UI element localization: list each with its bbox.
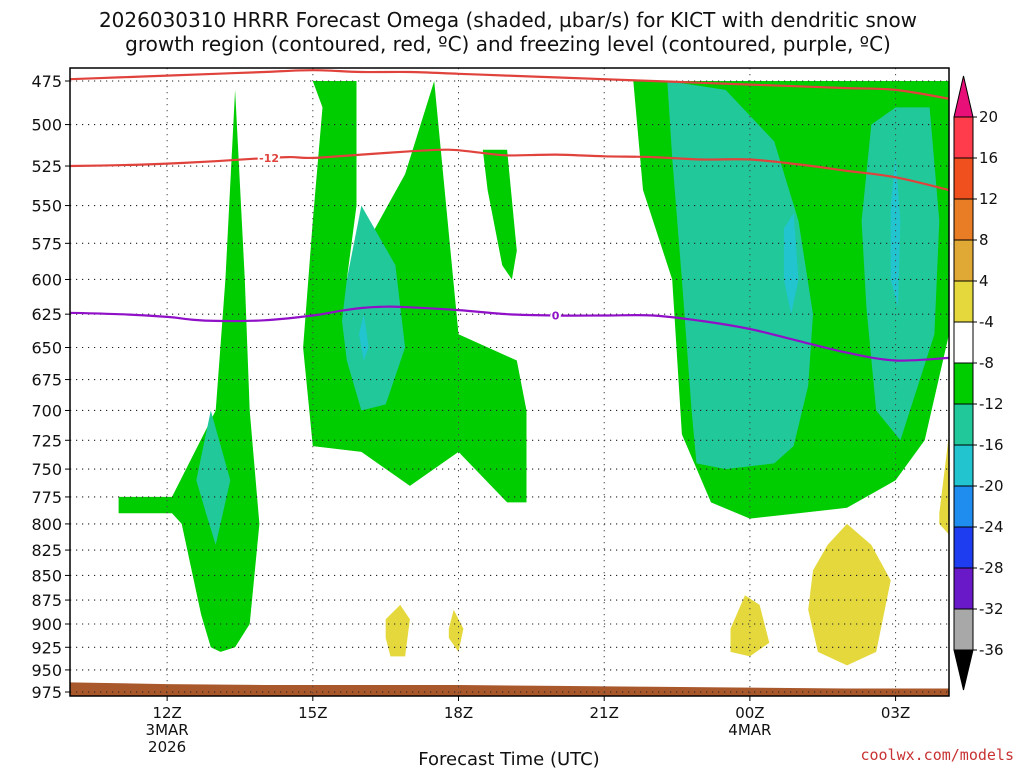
x-tick-label: 15Z	[298, 704, 327, 722]
omega-region	[385, 604, 410, 657]
plot-frame	[69, 67, 950, 697]
colorbar-tick-label: -12	[979, 395, 1004, 413]
colorbar-bin	[953, 485, 974, 528]
colorbar-bin	[953, 403, 974, 446]
contour-freezing-level	[70, 305, 949, 362]
colorbar-bin	[953, 444, 974, 487]
colorbar-tick-label: -36	[979, 641, 1004, 659]
chart-title-line-2: growth region (contoured, red, ºC) and f…	[125, 32, 891, 56]
x-tick-label: 2026	[148, 738, 186, 756]
colorbar-bin	[953, 362, 974, 405]
y-tick-label: 800	[31, 515, 62, 534]
colorbar-bin	[953, 239, 974, 282]
x-axis-label: Forecast Time (UTC)	[418, 749, 599, 768]
y-tick-label: 925	[31, 638, 62, 657]
y-tick-label: 625	[31, 305, 62, 324]
omega-region	[890, 157, 901, 308]
colorbar-bin	[953, 321, 974, 364]
colorbar-bin	[953, 608, 974, 651]
colorbar-tick-label: 20	[979, 108, 998, 126]
y-tick-label: 750	[31, 460, 62, 479]
contour-label-freezing-level: 0	[552, 310, 560, 323]
colorbar-bottom-cap	[953, 649, 974, 691]
omega-region	[730, 595, 770, 657]
y-tick-label: 900	[31, 615, 62, 634]
y-tick-label: 525	[31, 157, 62, 176]
contour-dendritic-top	[70, 69, 949, 100]
colorbar-tick-label: -28	[979, 559, 1004, 577]
omega-region	[939, 434, 949, 535]
x-tick-label: 03Z	[881, 704, 910, 722]
colorbar-tick-label: 16	[979, 149, 998, 167]
chart-title-line-1: 2026030310 HRRR Forecast Omega (shaded, …	[99, 8, 917, 32]
x-tick-label: 4MAR	[728, 721, 771, 739]
x-tick-label: 3MAR	[146, 721, 189, 739]
y-tick-label: 700	[31, 401, 62, 420]
omega-region	[667, 81, 813, 470]
colorbar-tick-label: -20	[979, 477, 1004, 495]
y-tick-label: 675	[31, 371, 62, 390]
colorbar-tick-label: -8	[979, 354, 994, 372]
y-tick-label: 975	[31, 683, 62, 702]
y-tick-label: 575	[31, 234, 62, 253]
grid-layer	[70, 68, 949, 696]
omega-region	[783, 213, 799, 315]
y-tick-label: 725	[31, 431, 62, 450]
contour-label-dendritic-bottom: -12	[259, 152, 279, 165]
y-tick-label: 600	[31, 270, 62, 289]
y-tick-label: 825	[31, 541, 62, 560]
omega-region	[861, 107, 940, 441]
y-tick-label: 775	[31, 488, 62, 507]
y-tick-label: 850	[31, 566, 62, 585]
colorbar-bin	[953, 567, 974, 610]
colorbar-tick-label: -32	[979, 600, 1004, 618]
y-tick-label: 550	[31, 197, 62, 216]
y-tick-label: 950	[31, 661, 62, 680]
credit-text: coolwx.com/models	[860, 746, 1014, 764]
colorbar-bin	[953, 116, 974, 159]
y-tick-label: 875	[31, 591, 62, 610]
x-tick-label: 12Z	[152, 704, 181, 722]
plot-area: -12 0	[70, 68, 949, 696]
colorbar-tick-label: -4	[979, 313, 994, 331]
colorbar-bin	[953, 526, 974, 569]
colorbar-bin	[953, 198, 974, 241]
x-tick-label: 18Z	[444, 704, 473, 722]
x-tick-label: 00Z	[735, 704, 764, 722]
terrain-layer	[70, 682, 949, 696]
colorbar-tick-label: -16	[979, 436, 1004, 454]
omega-shading-layer	[118, 81, 949, 666]
colorbar-tick-label: 4	[979, 272, 989, 290]
omega-region	[118, 496, 172, 514]
contour-layer: -12 0	[70, 69, 949, 362]
omega-region	[359, 314, 369, 361]
colorbar-tick-label: 8	[979, 231, 989, 249]
y-axis: 475 500 525 550 575 600 625 650 675 700 725 750 775 8…	[31, 72, 70, 702]
y-tick-label: 500	[31, 116, 62, 135]
terrain-ground	[70, 682, 949, 696]
y-tick-label: 650	[31, 338, 62, 357]
omega-region	[196, 410, 231, 545]
colorbar-bin	[953, 280, 974, 323]
colorbar-tick-label: 12	[979, 190, 998, 208]
colorbar-tick-label: -24	[979, 518, 1004, 536]
contour-dendritic-bottom	[70, 148, 949, 192]
omega-region	[482, 149, 517, 280]
x-tick-label: 21Z	[590, 704, 619, 722]
omega-region	[448, 609, 464, 652]
colorbar: 20 16 12 8 4 -4 -8 -12 -16 -20 -24 -28 -32 -36	[953, 75, 1004, 691]
y-tick-label: 475	[31, 72, 62, 91]
colorbar-bin	[953, 157, 974, 200]
omega-region	[172, 89, 260, 652]
omega-region	[808, 523, 891, 666]
